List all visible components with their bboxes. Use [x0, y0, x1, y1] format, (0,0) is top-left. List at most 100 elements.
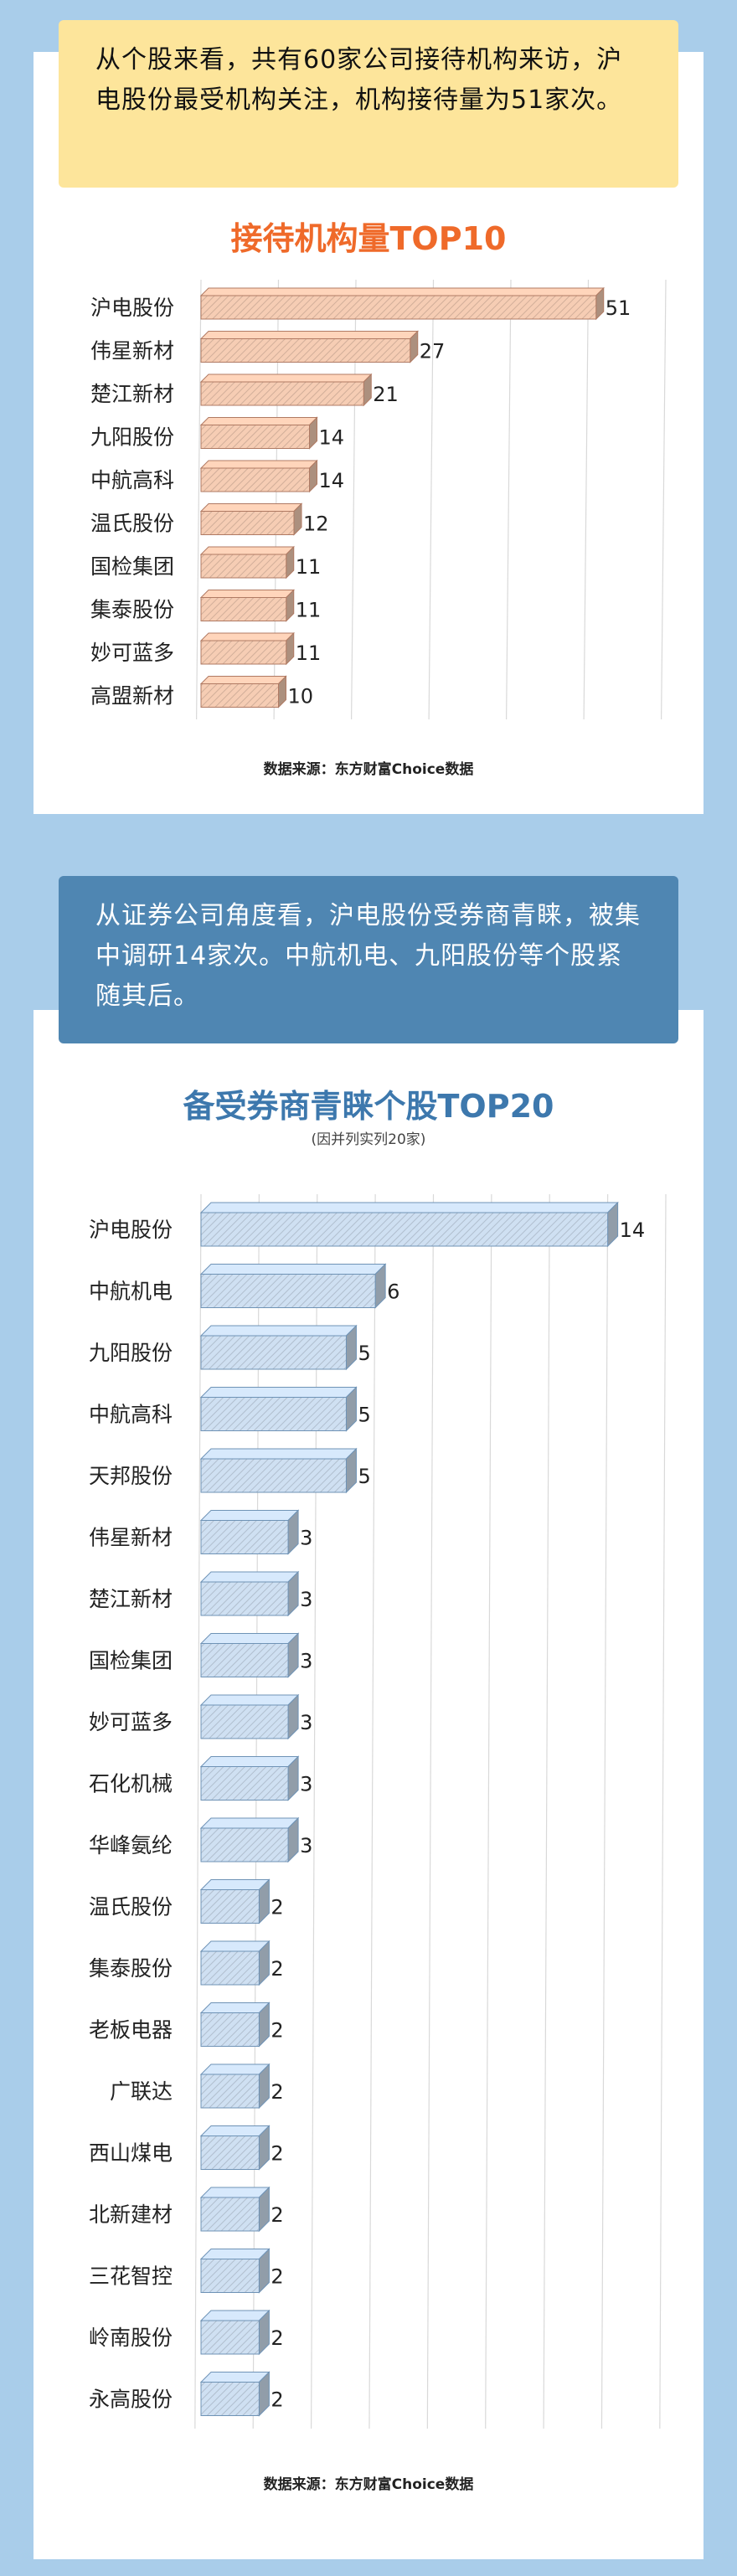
- bar-group: [199, 330, 419, 363]
- bar-group: [199, 545, 295, 580]
- category-label: 老板电器: [89, 2018, 173, 2043]
- value-label: 51: [606, 296, 631, 320]
- bar-group: [199, 2186, 271, 2233]
- category-label: 楚江新材: [90, 382, 174, 406]
- grid-line: [310, 1193, 318, 2429]
- bar-group: [199, 675, 287, 708]
- bar-top-face: [199, 2249, 271, 2259]
- bar-top-face: [199, 1879, 271, 1890]
- bar: [200, 640, 287, 665]
- grid-line: [252, 1193, 260, 2429]
- bar-top-face: [199, 1940, 271, 1952]
- bar-top-face: [199, 1817, 300, 1829]
- value-label: 11: [296, 555, 322, 579]
- category-label: 石化机械: [89, 1772, 173, 1796]
- bar-group: [199, 631, 295, 666]
- bar: [200, 2074, 260, 2109]
- grid-line: [506, 279, 512, 720]
- category-label: 集泰股份: [89, 1956, 173, 1981]
- bar-group: [199, 373, 373, 407]
- value-label: 2: [271, 2388, 283, 2412]
- bar: [200, 2320, 260, 2355]
- bar-group: [199, 2248, 271, 2294]
- chart-subtitle-2: (因并列实列20家): [311, 1131, 426, 1148]
- bar-group: [199, 286, 605, 321]
- category-label: 永高股份: [89, 2388, 173, 2412]
- bar-group: [199, 1570, 300, 1617]
- bar-top-face: [199, 1387, 358, 1398]
- value-label: 2: [271, 2019, 283, 2043]
- category-label: 九阳股份: [90, 425, 174, 450]
- category-label: 沪电股份: [89, 1218, 173, 1242]
- grid-line: [659, 1193, 667, 2429]
- grid-line: [428, 279, 435, 720]
- bar: [200, 1581, 289, 1616]
- bar: [200, 1889, 260, 1924]
- bar-group: [199, 2063, 271, 2110]
- category-label: 楚江新材: [89, 1587, 173, 1611]
- category-label: 妙可蓝多: [89, 1710, 173, 1734]
- value-label: 3: [300, 1773, 312, 1796]
- chart-title-1: 接待机构量TOP10: [230, 220, 507, 257]
- bar-group: [199, 416, 318, 450]
- bar-top-face: [199, 503, 303, 512]
- category-label: 国检集团: [90, 554, 174, 579]
- bar-top-face: [199, 2125, 271, 2136]
- value-label: 3: [300, 1711, 312, 1734]
- value-label: 5: [358, 1342, 370, 1365]
- value-label: 2: [271, 2080, 283, 2104]
- value-label: 11: [296, 599, 322, 622]
- bar: [200, 597, 287, 621]
- bar-group: [199, 2371, 271, 2417]
- bar-top-face: [199, 1325, 358, 1337]
- bar: [200, 2382, 260, 2416]
- bar-top-face: [199, 2372, 271, 2383]
- value-label: 2: [271, 2326, 283, 2350]
- bar: [200, 1704, 289, 1739]
- bar-chart-1: 沪电股份 51 伟星新材 27 楚江新材 21 九阳股份 14 中航高科 14 温氏股份 12 国检集团…: [90, 279, 667, 720]
- category-label: 西山煤电: [89, 2141, 173, 2166]
- bar: [200, 1766, 289, 1801]
- value-label: 14: [620, 1218, 646, 1242]
- bar: [200, 467, 310, 492]
- value-label: 3: [300, 1834, 312, 1857]
- summary-callout-1: 从个股来看，共有60家公司接待机构来访，沪电股份最受机构关注，机构接待量为51家…: [59, 20, 678, 188]
- category-label: 沪电股份: [90, 296, 174, 320]
- bar: [200, 295, 597, 320]
- bar-group: [199, 1386, 358, 1432]
- bar-top-face: [199, 1264, 387, 1275]
- bar-top-face: [199, 287, 605, 296]
- value-label: 3: [300, 1527, 312, 1550]
- value-label: 6: [387, 1280, 399, 1304]
- bar: [200, 2197, 260, 2232]
- value-label: 2: [271, 1957, 283, 1981]
- value-label: 10: [288, 685, 314, 708]
- chart-title-2: 备受券商青睐个股TOP20: [183, 1088, 554, 1125]
- summary-callout-2: 从证券公司角度看，沪电股份受券商青睐，被集中调研14家次。中航机电、九阳股份等个…: [59, 876, 678, 1043]
- value-label: 12: [303, 513, 329, 536]
- grid-line: [583, 279, 590, 720]
- value-label: 27: [420, 340, 446, 363]
- bar-group: [199, 459, 318, 493]
- bar-top-face: [199, 2063, 271, 2075]
- category-label: 天邦股份: [89, 1464, 173, 1488]
- bar-group: [199, 1324, 358, 1371]
- category-label: 伟星新材: [89, 1526, 173, 1550]
- bar-group: [199, 1509, 300, 1555]
- bar-top-face: [199, 331, 419, 339]
- bar-top-face: [199, 590, 295, 598]
- bar: [200, 1274, 376, 1308]
- category-label: 温氏股份: [90, 512, 174, 536]
- bar: [200, 1335, 347, 1370]
- bar: [200, 1520, 289, 1554]
- bar: [200, 511, 295, 535]
- bar-group: [199, 2002, 271, 2048]
- bar-top-face: [199, 460, 318, 469]
- category-label: 温氏股份: [89, 1895, 173, 1919]
- bar-group: [199, 589, 295, 622]
- category-label: 岭南股份: [89, 2326, 173, 2350]
- grid-line: [426, 1193, 435, 2429]
- bar: [200, 1458, 347, 1493]
- source-note-1: 数据来源：东方财富Choice数据: [263, 761, 474, 778]
- bar-top-face: [199, 546, 295, 555]
